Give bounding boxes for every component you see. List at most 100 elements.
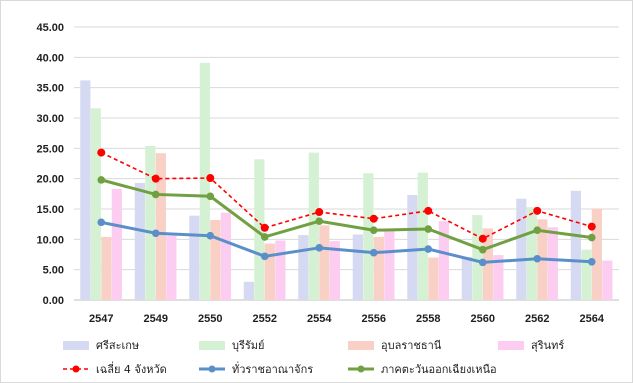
series-marker-1-2560 <box>478 234 487 243</box>
bar-2-2558 <box>417 172 428 300</box>
bar-1-2560 <box>461 256 472 300</box>
series-marker-3-2552 <box>260 233 269 241</box>
bar-4-2550 <box>220 212 231 300</box>
bars <box>80 62 613 301</box>
legend-label: ภาคตะวันออกเฉียงเหนือ <box>381 363 497 376</box>
legend-label: ทั่วราชอาณาจักร <box>232 361 313 376</box>
legend-marker <box>357 365 365 373</box>
bar-4-2560 <box>493 255 504 300</box>
bar-1-2558 <box>407 195 418 300</box>
bar-2-2547 <box>90 108 101 300</box>
legend-swatch <box>199 341 225 350</box>
series-marker-3-2549 <box>151 190 160 199</box>
series-line-3 <box>100 178 592 252</box>
series-marker-1-2549 <box>151 174 160 183</box>
y-tick-label: 10.00 <box>36 234 64 246</box>
bar-2-2549 <box>145 145 156 300</box>
series-marker-1-2554 <box>315 208 324 217</box>
y-tick-label: 40.00 <box>36 52 64 64</box>
bar-1-2547 <box>80 80 91 301</box>
legend-label: ศรีสะเกษ <box>96 339 139 352</box>
series-marker-2-2556 <box>369 248 378 257</box>
bar-1-2556 <box>352 234 363 300</box>
legend-marker <box>72 365 80 373</box>
bar-3-2550 <box>210 219 221 300</box>
series-marker-2-2552 <box>260 252 269 261</box>
y-tick-label: 0.00 <box>43 295 64 307</box>
x-tick-label: 2562 <box>525 313 549 325</box>
legend-label: สุรินทร์ <box>531 339 564 352</box>
legend-swatch <box>498 341 524 350</box>
bar-2-2554 <box>308 152 319 300</box>
legend-swatch <box>63 341 89 350</box>
bar-4-2556 <box>384 229 395 300</box>
series-marker-2-2560 <box>478 258 487 267</box>
y-tick-label: 20.00 <box>36 174 64 186</box>
series-marker-2-2547 <box>97 218 106 227</box>
legend-label: อุบลราชธานี <box>381 339 442 352</box>
x-tick-label: 2550 <box>198 313 222 325</box>
x-tick-label: 2554 <box>307 313 332 325</box>
series-marker-2-2550 <box>206 231 215 240</box>
legend-label: บุรีรัมย์ <box>232 339 265 352</box>
y-axis-ticks: 0.00 5.00 10.00 15.00 20.00 25.00 30.00 35.00 40… <box>36 22 64 307</box>
x-tick-label: 2556 <box>362 313 386 325</box>
series-marker-2-2562 <box>533 254 542 263</box>
legend-swatch <box>348 341 374 350</box>
bar-1-2562 <box>516 198 527 300</box>
x-tick-label: 2549 <box>144 313 168 325</box>
x-tick-label: 2552 <box>253 313 277 325</box>
bar-3-2560 <box>482 228 493 300</box>
series-marker-3-2550 <box>206 192 215 201</box>
bar-4-2564 <box>602 260 613 300</box>
legend-label: เฉลี่ย 4 จังหวัด <box>96 361 167 376</box>
x-tick-label: 2547 <box>89 313 113 325</box>
series-marker-3-2554 <box>315 217 324 225</box>
series-marker-2-2564 <box>587 257 596 266</box>
series-marker-3-2564 <box>587 233 596 242</box>
series-marker-2-2554 <box>315 244 324 252</box>
bar-2-2560 <box>472 215 483 300</box>
legend: ศรีสะเกษ บุรีรัมย์ อุบลราชธานี สุรินทร์เฉลี… <box>63 339 564 376</box>
y-tick-label: 30.00 <box>36 113 64 125</box>
bar-4-2562 <box>547 227 558 300</box>
series-marker-1-2552 <box>260 223 269 232</box>
bar-4-2552 <box>275 240 286 300</box>
x-tick-label: 2560 <box>471 313 495 325</box>
y-tick-label: 35.00 <box>36 83 64 95</box>
bar-1-2564 <box>570 190 581 300</box>
bar-3-2556 <box>373 236 384 300</box>
series-marker-3-2560 <box>478 245 487 254</box>
series-marker-1-2547 <box>97 148 106 157</box>
lines <box>97 148 596 267</box>
series-marker-2-2558 <box>424 245 433 253</box>
x-axis-ticks: 2547 2549 2550 2552 2554 2556 2558 2560 2562 2564 <box>89 313 605 325</box>
series-marker-1-2558 <box>424 206 433 215</box>
series-line-2 <box>100 220 592 264</box>
bar-3-2549 <box>155 153 166 300</box>
bar-1-2554 <box>298 235 309 300</box>
y-tick-label: 15.00 <box>36 204 64 216</box>
bar-2-2550 <box>199 62 210 300</box>
bar-3-2552 <box>264 243 275 300</box>
series-marker-1-2550 <box>206 174 215 183</box>
bar-4-2554 <box>329 241 340 300</box>
bar-4-2558 <box>438 221 449 300</box>
bar-2-2564 <box>581 249 592 300</box>
y-tick-label: 5.00 <box>43 265 64 277</box>
bar-2-2556 <box>363 173 374 300</box>
bar-1-2552 <box>243 281 254 300</box>
y-tick-label: 25.00 <box>36 143 64 155</box>
bar-4-2547 <box>111 188 122 300</box>
series-marker-3-2558 <box>424 225 433 233</box>
x-tick-label: 2564 <box>580 313 605 325</box>
series-marker-2-2549 <box>151 229 160 238</box>
bar-1-2549 <box>134 182 145 300</box>
x-tick-label: 2558 <box>416 313 440 325</box>
bar-3-2558 <box>428 257 439 300</box>
series-marker-1-2564 <box>587 222 596 231</box>
bar-3-2547 <box>101 236 112 300</box>
bar-3-2554 <box>319 225 330 300</box>
